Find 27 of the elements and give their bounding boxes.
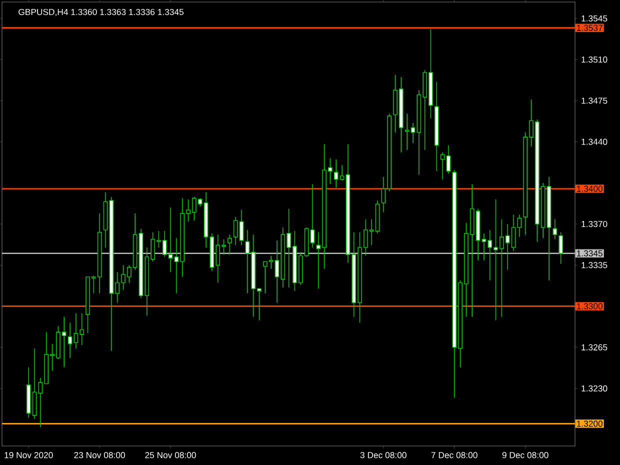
x-tick-label: 3 Dec 08:00 bbox=[360, 452, 406, 458]
x-tick-label: 19 Nov 2020 bbox=[4, 452, 53, 458]
y-tick-label: 1.3440 bbox=[582, 138, 608, 145]
ref-line-label: 1.3200 bbox=[577, 420, 602, 427]
x-tick-label: 23 Nov 08:00 bbox=[74, 452, 125, 458]
candlestick bbox=[552, 218, 558, 240]
y-tick-label: 1.3510 bbox=[582, 56, 608, 63]
y-tick-label: 1.3475 bbox=[582, 98, 608, 104]
y-tick-label: 1.3545 bbox=[582, 15, 608, 22]
x-tick-label: 7 Dec 08:00 bbox=[431, 452, 478, 458]
candlestick bbox=[558, 232, 563, 264]
y-tick-label: 1.3265 bbox=[582, 344, 608, 350]
candlestick bbox=[440, 152, 445, 180]
ref-line-label: 1.3345 bbox=[577, 250, 602, 256]
y-tick-label: 1.3335 bbox=[582, 262, 608, 268]
ref-line-label: 1.3537 bbox=[577, 24, 602, 31]
candlestick bbox=[227, 234, 232, 255]
text: GBPUSD,H4 1.3360 1.3363 1.3336 1.3345 bbox=[18, 8, 184, 16]
ref-line-label: 1.3300 bbox=[577, 303, 602, 310]
x-tick-label: 25 Nov 08:00 bbox=[145, 452, 196, 458]
y-tick-label: 1.3370 bbox=[582, 220, 608, 228]
x-tick-label: 9 Dec 08:00 bbox=[502, 452, 548, 458]
y-tick-label: 1.3230 bbox=[582, 385, 608, 392]
candlestick bbox=[404, 113, 410, 150]
candlestick bbox=[310, 184, 315, 248]
candlestick bbox=[446, 144, 451, 174]
ref-line-label: 1.3400 bbox=[577, 186, 602, 192]
